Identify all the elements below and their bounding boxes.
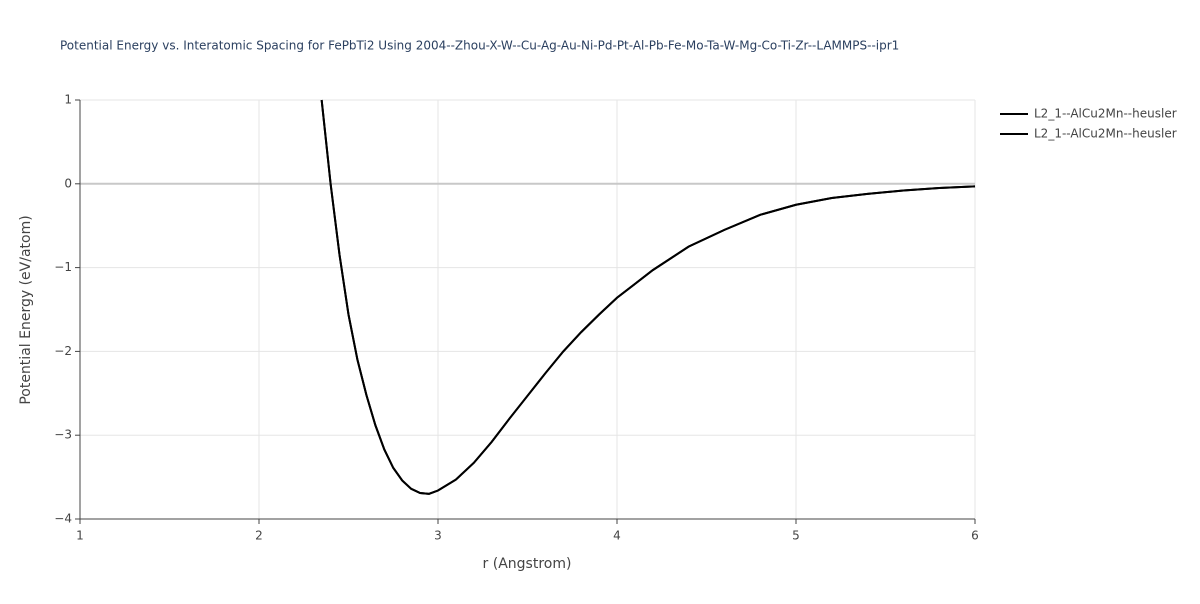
y-tick-label: −4 bbox=[54, 512, 72, 526]
x-tick-label: 3 bbox=[434, 529, 442, 543]
x-tick-label: 2 bbox=[255, 529, 263, 543]
series-line bbox=[320, 99, 976, 495]
y-axis-label: Potential Energy (eV/atom) bbox=[18, 215, 34, 404]
y-tick-label: 0 bbox=[64, 176, 72, 190]
y-tick-label: −2 bbox=[54, 344, 72, 358]
y-tick-label: −3 bbox=[54, 428, 72, 442]
x-tick-label: 1 bbox=[76, 529, 84, 543]
y-tick-label: −1 bbox=[54, 260, 72, 274]
x-tick-label: 4 bbox=[613, 529, 621, 543]
x-tick-label: 5 bbox=[792, 529, 800, 543]
legend-label: L2_1--AlCu2Mn--heusler bbox=[1034, 107, 1177, 121]
x-tick-label: 6 bbox=[971, 529, 979, 543]
legend-label: L2_1--AlCu2Mn--heusler bbox=[1034, 127, 1177, 141]
chart-title: Potential Energy vs. Interatomic Spacing… bbox=[60, 39, 899, 53]
y-tick-label: 1 bbox=[64, 93, 72, 107]
x-axis-label: r (Angstrom) bbox=[483, 556, 572, 572]
